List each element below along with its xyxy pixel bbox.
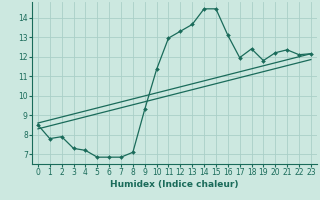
X-axis label: Humidex (Indice chaleur): Humidex (Indice chaleur) bbox=[110, 180, 239, 189]
